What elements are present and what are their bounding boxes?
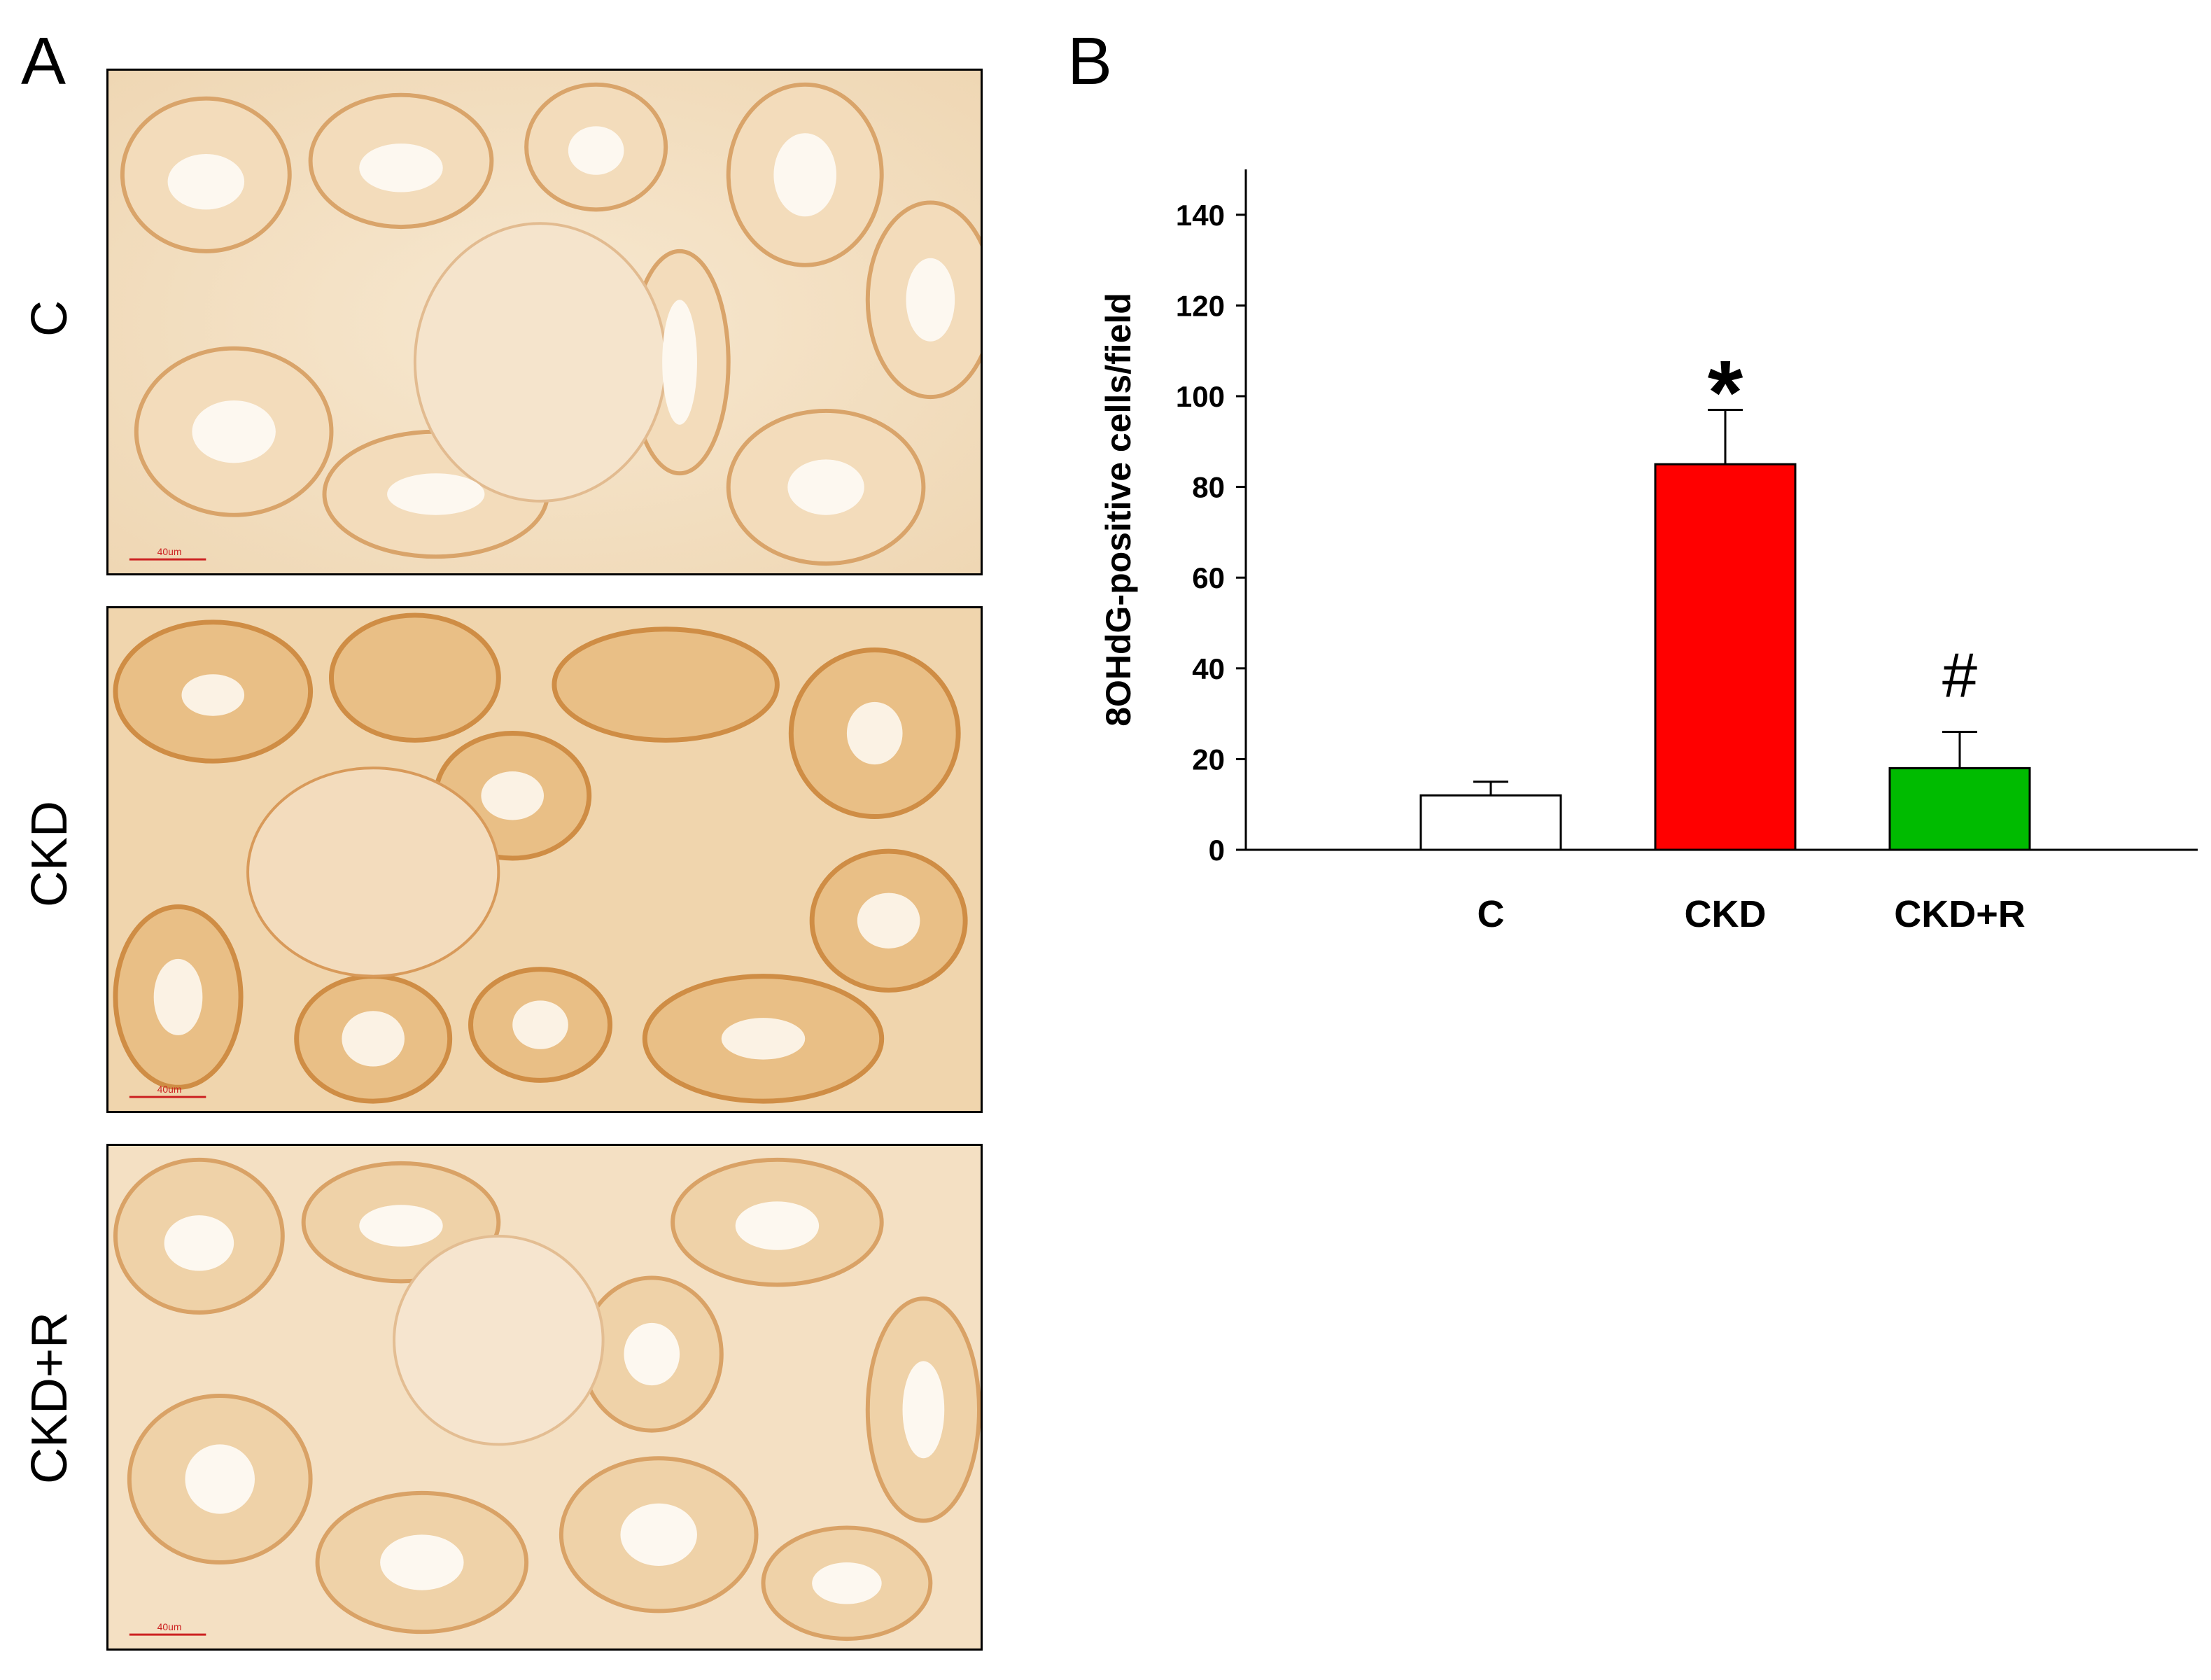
scale-bar-label-ckd: 40um [157, 1084, 182, 1095]
significance-marker: # [1942, 641, 1977, 711]
bar-chart: 0 20 40 60 80 100 120 140 8OHdG-positive cells/f… [1099, 169, 2198, 935]
bar-ckd [1654, 463, 1797, 851]
y-tick-label: 100 [1176, 380, 1225, 413]
significance-marker: * [1708, 341, 1743, 443]
micrograph-ckd: 40um [106, 606, 983, 1113]
category-label: C [1477, 893, 1505, 935]
panel-letter-a: A [21, 24, 66, 99]
panel-letter-b: B [1067, 24, 1113, 99]
y-tick-label: 0 [1209, 834, 1225, 867]
category-label: CKD+R [1894, 893, 2026, 935]
y-tick-label: 40 [1192, 652, 1225, 685]
y-tick-label: 120 [1176, 289, 1225, 322]
row-label-ckd-r: CKD+R [22, 1311, 78, 1484]
bar-ckd-plus-r [1888, 766, 2031, 851]
y-tick-label: 60 [1192, 561, 1225, 594]
scale-bar-label-c: 40um [157, 546, 182, 557]
y-tick-label: 20 [1192, 743, 1225, 776]
bar-c [1419, 794, 1562, 851]
y-axis-label: 8OHdG-positive cells/field [1099, 293, 1138, 727]
micrograph-c: 40um [106, 69, 983, 575]
y-tick-label: 140 [1176, 199, 1225, 232]
row-label-ckd: CKD [22, 801, 78, 908]
micrograph-ckd-r: 40um [106, 1144, 983, 1651]
category-label: CKD [1685, 893, 1767, 935]
scale-bar-label-ckd-r: 40um [157, 1621, 182, 1632]
row-label-c: C [22, 300, 78, 337]
y-tick-label: 80 [1192, 471, 1225, 504]
